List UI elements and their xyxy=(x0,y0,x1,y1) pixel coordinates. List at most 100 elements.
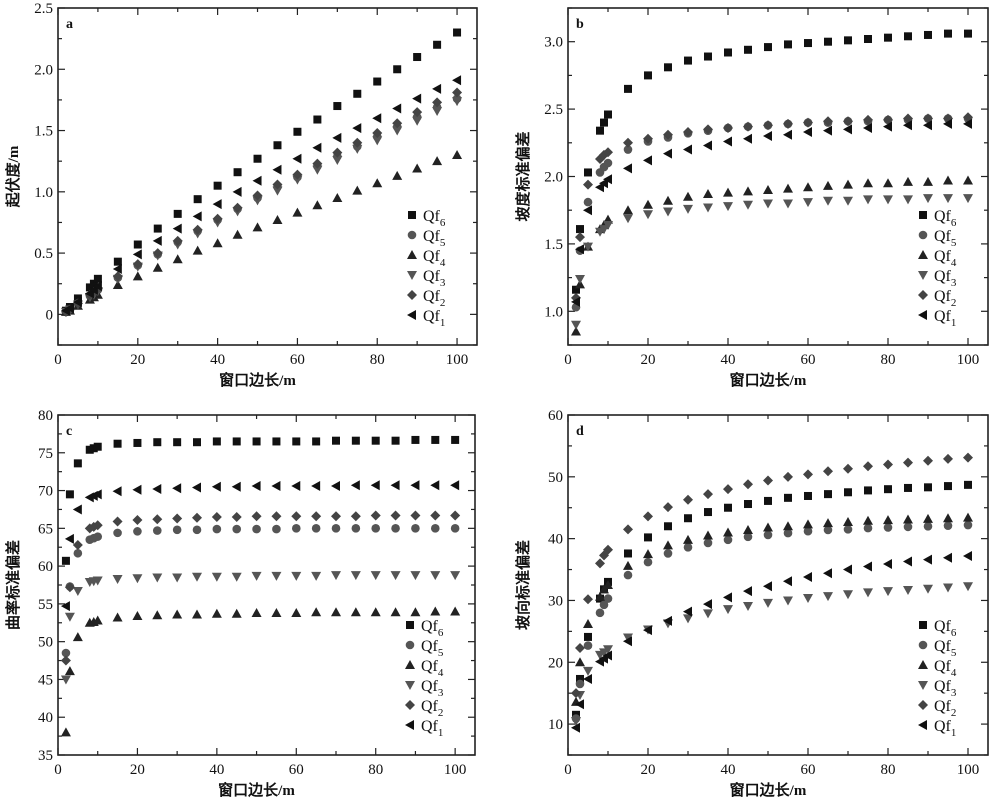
data-point xyxy=(923,120,932,131)
data-point xyxy=(643,511,653,522)
data-point xyxy=(763,598,773,608)
data-point xyxy=(133,240,142,249)
data-point xyxy=(61,648,71,658)
data-point xyxy=(132,515,143,526)
data-point xyxy=(703,189,713,199)
legend-marker xyxy=(405,720,414,730)
data-point xyxy=(723,136,732,147)
data-point xyxy=(92,576,103,586)
data-point xyxy=(823,116,833,127)
legend-label: Qf6 xyxy=(423,208,446,229)
legend-label-base: Qf xyxy=(423,248,441,265)
data-point xyxy=(596,126,604,135)
data-point xyxy=(132,610,143,620)
data-point xyxy=(450,480,460,491)
legend-label: Qf4 xyxy=(934,658,957,679)
data-point xyxy=(603,645,613,655)
data-point xyxy=(153,224,162,233)
legend-marker xyxy=(918,250,928,259)
legend-label-base: Qf xyxy=(934,268,952,285)
data-point xyxy=(350,571,361,581)
data-point xyxy=(452,150,463,160)
legend-label: Qf3 xyxy=(934,268,957,289)
data-point xyxy=(575,679,585,689)
data-point xyxy=(132,271,143,281)
data-point xyxy=(663,502,673,513)
x-axis-label: 窗口边长/m xyxy=(218,781,295,798)
data-point xyxy=(172,609,183,619)
data-point xyxy=(132,249,142,260)
data-point xyxy=(783,183,793,193)
legend-label-base: Qf xyxy=(421,678,439,695)
data-point xyxy=(743,524,753,534)
y-tick-label: 40 xyxy=(548,532,563,548)
data-point xyxy=(450,571,461,581)
data-point xyxy=(683,534,693,544)
y-axis-label: 坡向标准偏差 xyxy=(514,540,532,630)
data-point xyxy=(92,615,103,625)
data-point xyxy=(783,521,793,531)
data-point xyxy=(583,205,592,216)
panel-label: c xyxy=(66,424,72,439)
legend-marker xyxy=(919,621,927,629)
data-point xyxy=(703,538,713,548)
data-point xyxy=(193,438,201,447)
data-point xyxy=(571,296,580,307)
data-point xyxy=(595,608,605,618)
data-point xyxy=(112,279,123,289)
data-point xyxy=(291,607,302,617)
data-point xyxy=(113,257,122,266)
legend-label-subscript: 2 xyxy=(951,297,957,309)
data-point xyxy=(311,607,322,617)
data-point xyxy=(724,48,732,57)
data-point xyxy=(430,510,441,521)
data-point xyxy=(272,215,283,225)
data-point xyxy=(172,223,182,234)
chart-panel-b: 0 20 40 60 80 100 1.0 1.5 2.0 2.5 3.0 窗口边长/m 坡度标准偏差 b… xyxy=(514,7,989,389)
data-point xyxy=(450,606,461,616)
legend-label-subscript: 5 xyxy=(951,237,957,249)
data-point xyxy=(763,530,773,540)
data-point xyxy=(576,674,584,683)
data-point xyxy=(863,515,873,525)
data-point xyxy=(370,571,381,581)
legend-label-subscript: 6 xyxy=(438,627,444,639)
data-point xyxy=(231,572,242,582)
legend-label-base: Qf xyxy=(934,678,952,695)
data-point xyxy=(684,56,692,65)
data-point xyxy=(803,571,812,582)
data-point xyxy=(575,657,585,667)
data-point xyxy=(595,591,605,601)
x-tick-label: 100 xyxy=(957,762,980,778)
data-point xyxy=(152,262,163,272)
data-point xyxy=(683,144,692,155)
data-point xyxy=(923,554,932,565)
data-point xyxy=(372,178,383,188)
legend-marker xyxy=(407,230,417,240)
data-point xyxy=(783,576,792,587)
data-point xyxy=(863,523,873,533)
x-axis-label: 窗口边长/m xyxy=(730,371,807,389)
data-point xyxy=(583,179,593,190)
data-point xyxy=(392,118,403,129)
data-point xyxy=(93,274,102,283)
data-point xyxy=(623,205,633,215)
data-point xyxy=(332,147,343,158)
series-qf1 xyxy=(571,550,972,733)
data-point xyxy=(372,127,383,138)
data-point xyxy=(352,185,363,195)
y-tick-label: 45 xyxy=(38,672,53,688)
chart-panel-a: 0 20 40 60 80 100 0 0.5 1.0 1.5 2.0 2.5 窗口边长/m 起伏度/m a… xyxy=(4,1,478,389)
data-point xyxy=(251,511,262,522)
data-point xyxy=(843,525,853,534)
data-point xyxy=(333,102,342,111)
data-point xyxy=(604,110,612,119)
data-point xyxy=(575,244,584,255)
data-point xyxy=(923,513,933,523)
data-point xyxy=(723,187,733,197)
data-point xyxy=(643,210,653,220)
data-point xyxy=(924,30,932,39)
data-point xyxy=(352,123,362,134)
data-point xyxy=(192,224,203,235)
